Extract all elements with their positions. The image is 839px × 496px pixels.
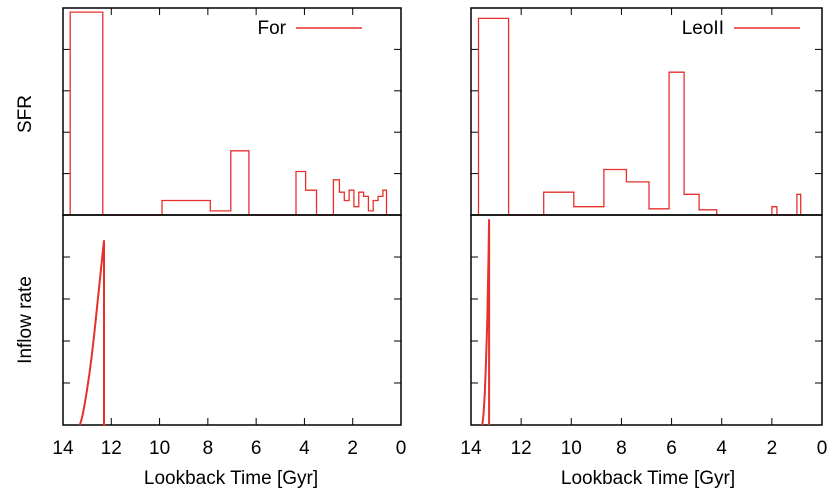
leoii-inflow-xtick-label-5: 4 [716,438,727,459]
for-sfr-panel [62,7,402,216]
leoii-inflow-xtick-label-2: 10 [561,438,582,459]
for-sfr-series-line [69,11,388,216]
for-sfr-frame [62,7,402,216]
leoii-inflow-xtick-label-1: 12 [511,438,532,459]
leoii-inflow-xtick-label-4: 6 [666,438,677,459]
for-inflow-xtick-label-6: 2 [347,438,358,459]
for-inflow-panel: 14 12 10 8 6 4 2 0 [52,214,407,459]
leoii-inflow-xtick-label-0: 14 [460,438,482,459]
leoii-inflow-xtick-label-6: 2 [767,438,778,459]
leoii-sfr-frame [470,7,823,216]
for-x-axis-label: Lookback Time [Gyr] [144,468,318,489]
for-legend: For [258,18,362,39]
for-inflow-xtick-label-2: 10 [149,438,170,459]
for-inflow-xtick-label-4: 6 [251,438,262,459]
for-inflow-xtick-label-1: 12 [101,438,122,459]
leoii-sfr-series-line [477,17,802,216]
sfr-axis-label: SFR [15,95,36,133]
for-inflow-xtick-label-5: 4 [299,438,310,459]
leoii-inflow-xtick-label-3: 8 [616,438,627,459]
inflow-axis-label: Inflow rate [15,276,36,364]
leoii-legend: LeoII [682,18,800,39]
for-inflow-series-line [78,240,106,426]
for-inflow-xtick-label-7: 0 [396,438,407,459]
leoii-inflow-xtick-label-7: 0 [817,438,828,459]
for-inflow-xtick-label-3: 8 [203,438,214,459]
leoii-legend-label: LeoII [682,18,724,39]
leoii-inflow-panel: 14 12 10 8 6 4 2 0 [460,214,828,459]
for-legend-label: For [258,18,287,39]
leoii-inflow-series-line [481,219,491,426]
for-inflow-xtick-label-0: 14 [52,438,74,459]
leoii-x-axis-label: Lookback Time [Gyr] [561,468,735,489]
for-inflow-frame [62,214,402,426]
leoii-sfr-panel [470,7,823,216]
leoii-inflow-frame [470,214,823,426]
